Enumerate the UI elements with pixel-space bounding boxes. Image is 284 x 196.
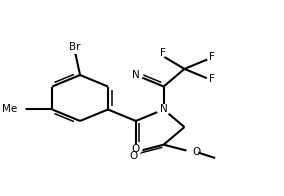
Circle shape	[67, 42, 83, 53]
Circle shape	[128, 152, 139, 160]
Text: O: O	[192, 147, 201, 157]
Circle shape	[207, 54, 217, 61]
Circle shape	[157, 105, 170, 114]
Circle shape	[187, 148, 198, 156]
Text: Me: Me	[2, 104, 17, 114]
Text: Br: Br	[70, 42, 81, 52]
Text: N: N	[132, 70, 140, 80]
Circle shape	[10, 104, 25, 115]
Circle shape	[129, 70, 143, 80]
Circle shape	[158, 49, 168, 56]
Text: O: O	[130, 151, 138, 161]
Text: N: N	[160, 104, 168, 114]
Text: F: F	[209, 52, 215, 62]
Text: F: F	[209, 74, 215, 84]
Text: O: O	[132, 144, 140, 154]
Text: F: F	[160, 48, 166, 58]
Circle shape	[207, 76, 217, 83]
Circle shape	[130, 145, 142, 154]
